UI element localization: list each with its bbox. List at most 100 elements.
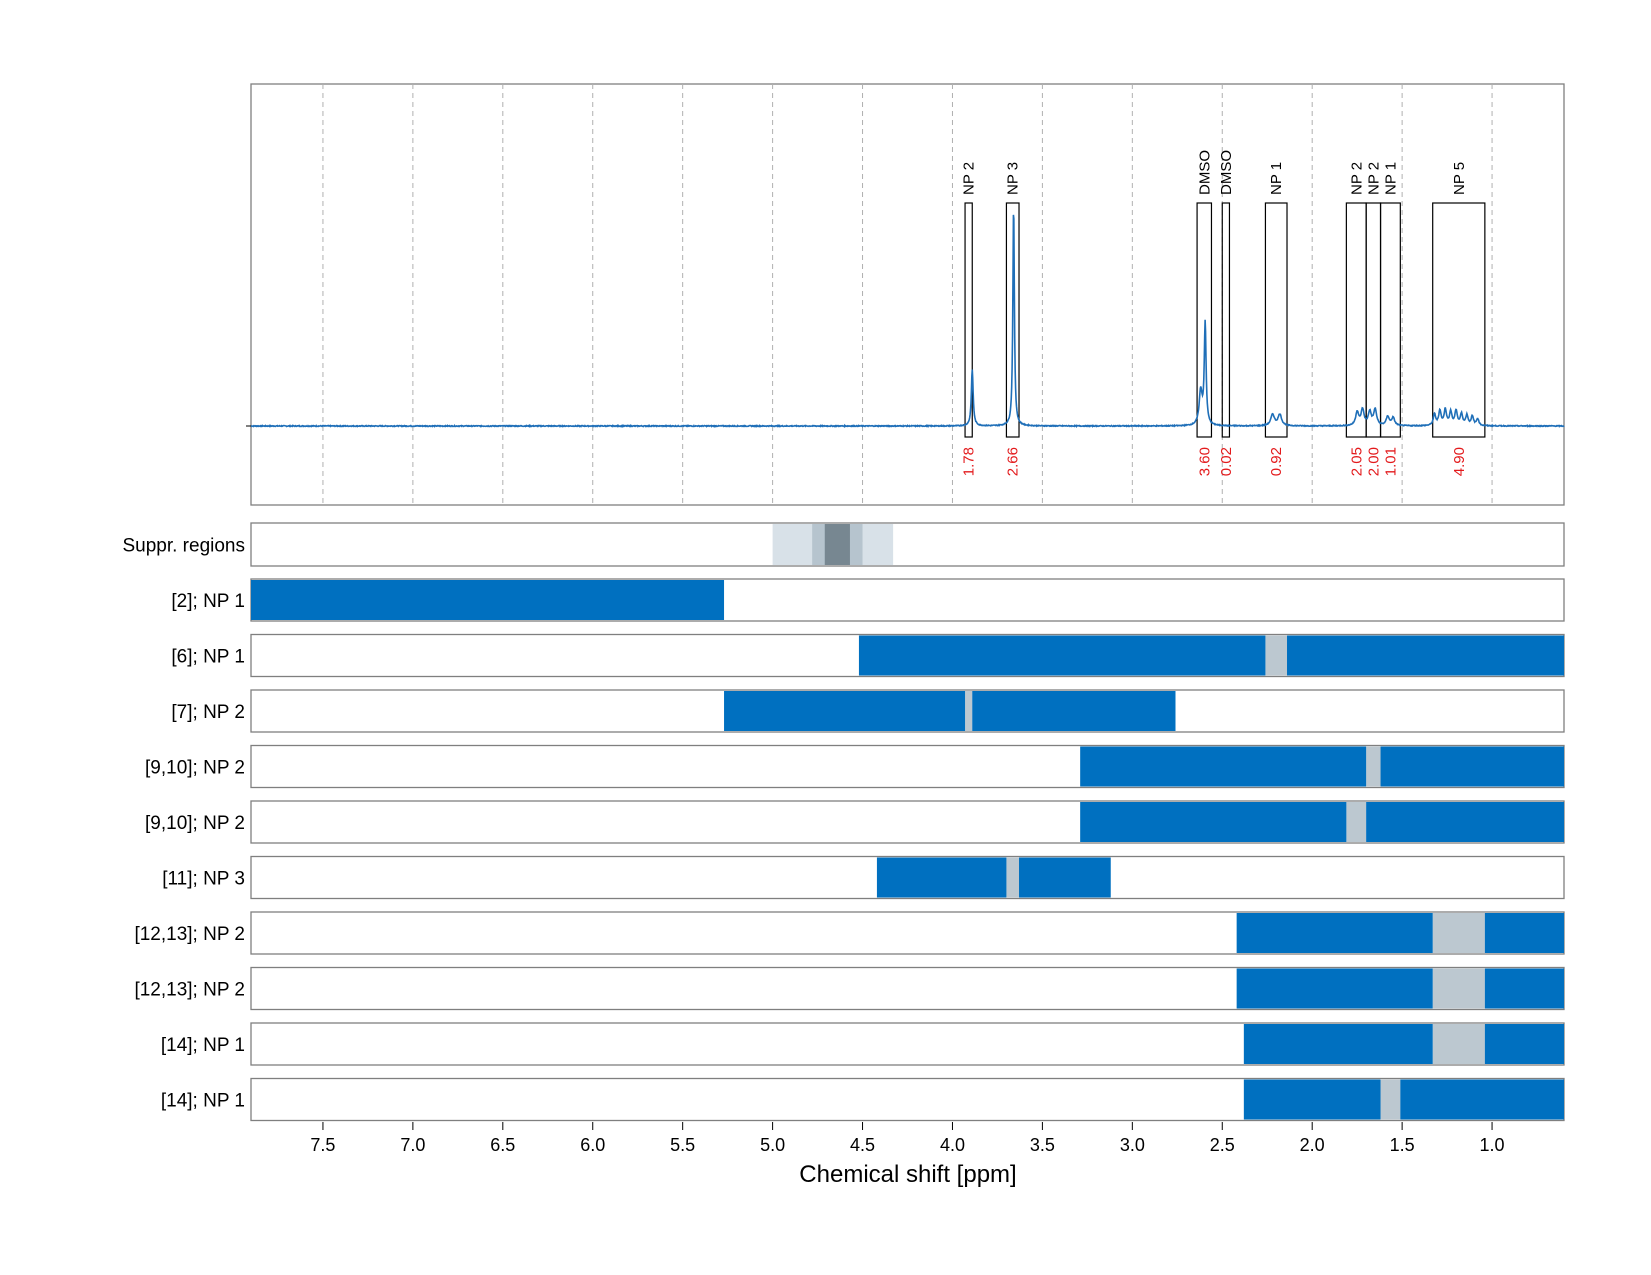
region-segment (1484, 968, 1564, 1009)
x-tick-label: 1.5 (1390, 1135, 1415, 1155)
region-segment (1243, 1024, 1433, 1064)
integral-region: NP 2 1.78 (961, 162, 978, 476)
region-row-label: [9,10]; NP 2 (145, 758, 245, 779)
x-tick-label: 5.5 (670, 1135, 695, 1155)
region-row: [14]; NP 1 (161, 1022, 1565, 1066)
integral-region: NP 1 1.01 (1379, 162, 1401, 476)
integral-value: 2.00 (1365, 447, 1382, 476)
integral-region-label: DMSO (1218, 150, 1235, 195)
region-gap (1432, 1024, 1485, 1064)
integral-region: DMSO 0.02 (1218, 150, 1235, 476)
integral-region-box (1196, 202, 1213, 438)
integral-region-box (1379, 202, 1401, 438)
region-row-label: [6]; NP 1 (171, 647, 245, 668)
region-row-label: [12,13]; NP 2 (134, 924, 245, 945)
region-row-label: [9,10]; NP 2 (145, 813, 245, 834)
region-segment (858, 635, 1266, 676)
integral-region-box (1264, 202, 1288, 438)
integral-region: NP 3 2.66 (1005, 162, 1022, 476)
integral-value: 1.78 (961, 447, 978, 476)
region-segment (1236, 968, 1433, 1009)
region-row-label: [14]; NP 1 (161, 1091, 245, 1112)
region-row: [12,13]; NP 2 (134, 966, 1565, 1011)
region-segment (1287, 635, 1564, 676)
region-row: [11]; NP 3 (162, 855, 1565, 900)
region-row: [2]; NP 1 (171, 578, 1565, 622)
integral-value: 0.02 (1218, 447, 1235, 476)
region-segment (724, 691, 966, 731)
integral-region-label: NP 3 (1005, 162, 1022, 195)
spectrum-line (250, 214, 1565, 429)
x-axis-label: Chemical shift [ppm] (799, 1161, 1016, 1188)
region-row-label: [2]; NP 1 (171, 591, 245, 612)
spectrum-frame (250, 83, 1565, 506)
integral-region: NP 5 4.90 (1432, 162, 1486, 476)
region-segment (1484, 913, 1564, 953)
integral-value: 1.01 (1382, 447, 1399, 476)
x-tick-label: 1.0 (1480, 1135, 1505, 1155)
region-gap (1006, 857, 1020, 898)
integral-region-label: NP 1 (1268, 162, 1285, 195)
integral-region-label: DMSO (1196, 150, 1213, 195)
integral-value: 2.66 (1005, 447, 1022, 476)
region-segment (251, 580, 725, 620)
region-row-label: [12,13]; NP 2 (134, 980, 245, 1001)
region-segment (972, 691, 1176, 731)
region-segment (1380, 746, 1564, 787)
region-row-label: [14]; NP 1 (161, 1035, 245, 1056)
x-tick-label: 2.0 (1300, 1135, 1325, 1155)
region-segment (876, 857, 1007, 898)
region-row: [6]; NP 1 (171, 633, 1565, 678)
region-row: [9,10]; NP 2 (145, 800, 1565, 844)
region-bars-panel: Suppr. regions [2]; NP 1 [6]; NP 1 [7]; NP … (122, 522, 1565, 1122)
region-segment (1243, 1079, 1381, 1120)
integral-region-label: NP 1 (1382, 162, 1399, 195)
region-segment (1080, 802, 1347, 842)
region-gap (1432, 913, 1485, 953)
x-tick-label: 4.0 (940, 1135, 965, 1155)
x-tick-label: 6.0 (580, 1135, 605, 1155)
region-row: [7]; NP 2 (171, 689, 1565, 733)
region-row: [14]; NP 1 (161, 1077, 1565, 1122)
x-tick-label: 3.5 (1030, 1135, 1055, 1155)
x-tick-label: 4.5 (850, 1135, 875, 1155)
region-row-label: [11]; NP 3 (162, 869, 245, 890)
x-tick-label: 2.5 (1210, 1135, 1235, 1155)
region-gap (1366, 746, 1381, 787)
integral-region-label: NP 2 (961, 162, 978, 195)
region-gap (1265, 635, 1288, 676)
suppression-row: Suppr. regions (122, 522, 1565, 567)
integral-value: 2.05 (1348, 447, 1365, 476)
x-tick-label: 3.0 (1120, 1135, 1145, 1155)
suppression-frame (250, 522, 1565, 567)
integral-value: 3.60 (1196, 447, 1213, 476)
region-segment (1366, 802, 1564, 842)
integral-region-box (964, 202, 973, 438)
region-segment (1236, 913, 1433, 953)
integral-value: 0.92 (1268, 447, 1285, 476)
region-row-label: [7]; NP 2 (171, 702, 245, 723)
region-segment (1019, 857, 1111, 898)
integral-region-label: NP 2 (1348, 162, 1365, 195)
x-axis: 7.5 7.0 6.5 6.0 5.5 5.0 4.5 4.0 3.5 3.0 2.5 2.0 1.5 1… (310, 1122, 1505, 1155)
integral-region: DMSO 3.60 (1196, 150, 1213, 476)
region-gap (1380, 1079, 1401, 1120)
x-tick-label: 5.0 (760, 1135, 785, 1155)
suppression-band-dark (824, 524, 850, 565)
region-gap (965, 691, 973, 731)
suppression-label: Suppr. regions (122, 536, 245, 557)
region-row: [12,13]; NP 2 (134, 911, 1565, 955)
region-segment (1080, 746, 1367, 787)
integral-region-box (1005, 202, 1020, 438)
integral-value: 4.90 (1451, 447, 1468, 476)
spectrum-panel: NP 2 1.78 NP 3 2.66 DMSO 3.60 DMSO 0.02 NP 1 0.92… (246, 83, 1565, 506)
integral-region-box (1221, 202, 1231, 438)
x-tick-label: 7.0 (400, 1135, 425, 1155)
integral-region: NP 1 0.92 (1264, 162, 1288, 476)
x-tick-label: 7.5 (310, 1135, 335, 1155)
region-row: [9,10]; NP 2 (145, 744, 1565, 789)
region-segment (1400, 1079, 1564, 1120)
integral-region-label: NP 5 (1451, 162, 1468, 195)
region-segment (1484, 1024, 1564, 1064)
